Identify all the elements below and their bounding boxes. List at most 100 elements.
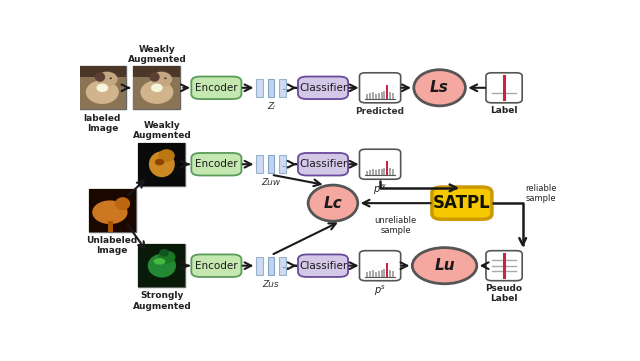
Bar (381, 92, 383, 99)
Ellipse shape (109, 78, 112, 79)
Text: SATPL: SATPL (433, 194, 491, 212)
Bar (257, 155, 263, 173)
Bar (372, 270, 374, 277)
FancyBboxPatch shape (298, 255, 348, 277)
Text: Encoder: Encoder (195, 159, 237, 169)
Ellipse shape (151, 71, 172, 87)
Text: Classifier: Classifier (299, 83, 347, 93)
Bar (133, 66, 180, 109)
Ellipse shape (97, 83, 108, 92)
Bar (389, 270, 391, 277)
Bar (383, 269, 385, 277)
FancyBboxPatch shape (486, 73, 522, 103)
Bar (369, 271, 371, 277)
Bar (89, 188, 136, 232)
Text: Pseudo
Label: Pseudo Label (486, 284, 523, 303)
Bar (387, 161, 388, 175)
FancyBboxPatch shape (133, 66, 180, 109)
Text: Classifier: Classifier (299, 261, 347, 271)
Bar (279, 257, 285, 275)
Ellipse shape (151, 83, 163, 92)
FancyBboxPatch shape (360, 149, 401, 179)
Bar (383, 91, 385, 99)
Ellipse shape (414, 70, 465, 106)
Bar (392, 271, 394, 277)
Ellipse shape (92, 200, 127, 224)
Ellipse shape (97, 71, 118, 87)
Ellipse shape (155, 159, 164, 165)
Text: Classifier: Classifier (299, 159, 347, 169)
FancyBboxPatch shape (138, 244, 186, 287)
Bar (374, 93, 377, 99)
Text: $p^w$: $p^w$ (373, 182, 387, 197)
Bar (138, 143, 186, 186)
Ellipse shape (140, 80, 173, 104)
Bar (392, 93, 394, 99)
Text: ...: ... (281, 160, 289, 169)
Bar (383, 168, 385, 175)
Ellipse shape (115, 197, 130, 210)
Ellipse shape (159, 249, 169, 257)
Bar (268, 155, 274, 173)
FancyBboxPatch shape (138, 143, 186, 186)
Bar (279, 155, 285, 173)
Bar (79, 66, 126, 109)
Bar (366, 272, 368, 277)
FancyBboxPatch shape (89, 188, 136, 232)
FancyBboxPatch shape (191, 77, 241, 99)
Bar (366, 94, 368, 99)
FancyBboxPatch shape (298, 153, 348, 175)
Bar (268, 79, 274, 97)
FancyBboxPatch shape (432, 187, 492, 219)
Bar (378, 93, 380, 99)
Text: labeled
Image: labeled Image (84, 113, 121, 133)
Bar (369, 93, 371, 99)
FancyBboxPatch shape (360, 251, 401, 281)
Bar (387, 263, 388, 277)
Bar (279, 79, 285, 97)
Text: Encoder: Encoder (195, 261, 237, 271)
Bar (374, 271, 377, 277)
FancyBboxPatch shape (191, 153, 241, 175)
Ellipse shape (154, 258, 165, 265)
Text: Encoder: Encoder (195, 83, 237, 93)
Bar (387, 85, 388, 99)
FancyBboxPatch shape (191, 255, 241, 277)
Ellipse shape (158, 149, 175, 162)
Ellipse shape (157, 251, 175, 264)
Text: unreliable
sample: unreliable sample (374, 216, 417, 235)
Text: Lu: Lu (435, 258, 455, 273)
FancyBboxPatch shape (298, 77, 348, 99)
Ellipse shape (149, 72, 160, 82)
Bar (108, 221, 113, 232)
Bar (381, 270, 383, 277)
Ellipse shape (164, 78, 166, 79)
Ellipse shape (149, 151, 175, 177)
Text: reliable
sample: reliable sample (525, 184, 557, 203)
FancyBboxPatch shape (360, 73, 401, 103)
Text: Weakly
Augmented: Weakly Augmented (132, 121, 191, 140)
FancyBboxPatch shape (79, 66, 126, 109)
Text: Ls: Ls (430, 80, 449, 95)
Bar (257, 79, 263, 97)
Bar (79, 66, 126, 77)
Bar (138, 244, 186, 287)
Text: Weakly
Augmented: Weakly Augmented (127, 45, 186, 64)
Bar (372, 92, 374, 99)
Text: Zₗ: Zₗ (267, 102, 275, 111)
Ellipse shape (308, 185, 358, 221)
Bar (366, 171, 368, 175)
Text: $p^s$: $p^s$ (374, 284, 386, 298)
Ellipse shape (148, 254, 176, 278)
Ellipse shape (86, 80, 119, 104)
Bar (369, 170, 371, 175)
Bar (378, 271, 380, 277)
FancyBboxPatch shape (486, 251, 522, 281)
Bar (389, 92, 391, 99)
Ellipse shape (95, 72, 105, 82)
Bar (257, 257, 263, 275)
Bar (268, 257, 274, 275)
Bar (392, 169, 394, 175)
Text: Zuw: Zuw (261, 178, 280, 187)
Text: ...: ... (281, 261, 289, 270)
